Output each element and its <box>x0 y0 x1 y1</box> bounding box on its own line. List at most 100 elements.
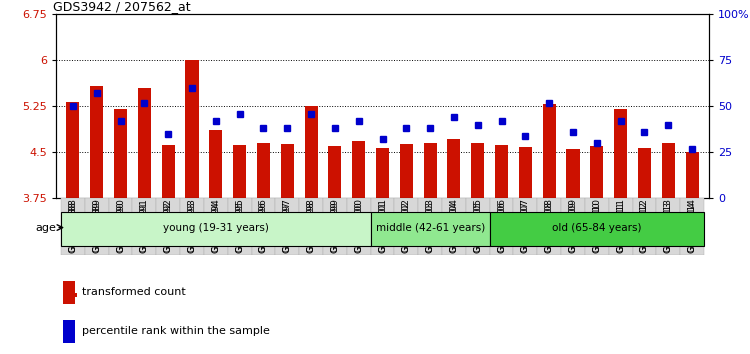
Text: GSM812988: GSM812988 <box>68 201 77 252</box>
Bar <box>566 149 580 198</box>
FancyBboxPatch shape <box>490 212 704 246</box>
Bar <box>61 198 85 255</box>
Text: GDS3942 / 207562_at: GDS3942 / 207562_at <box>53 0 190 13</box>
Text: age: age <box>35 223 56 233</box>
Text: GSM812992: GSM812992 <box>164 201 172 252</box>
Text: GSM812990: GSM812990 <box>116 201 125 252</box>
Text: GSM813000: GSM813000 <box>354 198 363 253</box>
Text: GSM812999: GSM812999 <box>330 198 339 253</box>
Bar <box>90 86 104 198</box>
Text: GSM813006: GSM813006 <box>497 201 506 252</box>
Text: GSM813009: GSM813009 <box>568 201 578 252</box>
Bar <box>471 143 484 198</box>
Text: percentile rank within the sample: percentile rank within the sample <box>82 326 270 336</box>
Text: GSM813013: GSM813013 <box>664 201 673 252</box>
Text: GSM813004: GSM813004 <box>449 201 458 252</box>
Text: GSM813010: GSM813010 <box>592 198 602 253</box>
Text: GSM812989: GSM812989 <box>92 201 101 252</box>
FancyBboxPatch shape <box>370 212 490 246</box>
Bar <box>304 106 317 198</box>
Text: GSM813012: GSM813012 <box>640 198 649 253</box>
Text: GSM812994: GSM812994 <box>211 201 220 252</box>
Bar <box>162 145 175 198</box>
Bar <box>275 198 299 255</box>
Text: GSM812997: GSM812997 <box>283 198 292 253</box>
Text: GSM813000: GSM813000 <box>354 201 363 252</box>
Bar <box>632 198 656 255</box>
Bar <box>394 198 418 255</box>
Text: GSM813004: GSM813004 <box>449 198 458 253</box>
Text: GSM813011: GSM813011 <box>616 198 626 253</box>
Text: GSM813006: GSM813006 <box>497 198 506 253</box>
Bar <box>537 198 561 255</box>
Text: young (19-31 years): young (19-31 years) <box>163 223 268 233</box>
Bar <box>686 152 699 198</box>
Bar <box>519 147 532 198</box>
Bar <box>590 146 603 198</box>
Bar <box>299 198 323 255</box>
Text: GSM812996: GSM812996 <box>259 201 268 252</box>
Text: GSM813003: GSM813003 <box>426 201 435 252</box>
Text: GSM813007: GSM813007 <box>521 198 530 253</box>
Bar <box>370 198 394 255</box>
Text: GSM813002: GSM813002 <box>402 198 411 253</box>
Text: GSM812989: GSM812989 <box>92 198 101 253</box>
Bar <box>138 88 151 198</box>
Text: GSM812993: GSM812993 <box>188 201 196 252</box>
Bar <box>490 198 514 255</box>
Bar <box>85 198 109 255</box>
Bar <box>424 143 436 198</box>
Bar <box>180 198 204 255</box>
Text: GSM812999: GSM812999 <box>330 201 339 252</box>
Bar <box>614 109 627 198</box>
Bar <box>442 198 466 255</box>
Bar <box>680 198 704 255</box>
Bar <box>638 148 651 198</box>
Text: GSM813008: GSM813008 <box>544 201 554 252</box>
Bar <box>448 139 460 198</box>
Text: GSM813002: GSM813002 <box>402 201 411 252</box>
Text: GSM813005: GSM813005 <box>473 198 482 253</box>
Bar <box>543 104 556 198</box>
Bar <box>185 60 199 198</box>
Text: GSM812995: GSM812995 <box>235 198 244 253</box>
Text: GSM812995: GSM812995 <box>235 201 244 252</box>
Bar <box>514 198 537 255</box>
Bar <box>400 144 412 198</box>
Bar <box>209 130 222 198</box>
Bar <box>466 198 490 255</box>
Bar <box>133 198 156 255</box>
Bar <box>251 198 275 255</box>
Text: GSM812994: GSM812994 <box>211 198 220 253</box>
Text: GSM813014: GSM813014 <box>688 201 697 252</box>
Text: GSM813005: GSM813005 <box>473 201 482 252</box>
Text: GSM813001: GSM813001 <box>378 201 387 252</box>
Bar <box>109 198 133 255</box>
Bar <box>204 198 228 255</box>
Text: GSM813001: GSM813001 <box>378 198 387 253</box>
Bar <box>609 198 632 255</box>
Text: middle (42-61 years): middle (42-61 years) <box>376 223 484 233</box>
Bar <box>495 145 508 198</box>
Text: GSM812992: GSM812992 <box>164 198 172 253</box>
Bar <box>662 143 675 198</box>
FancyBboxPatch shape <box>61 212 370 246</box>
Bar <box>346 198 370 255</box>
Text: GSM812998: GSM812998 <box>307 198 316 253</box>
Text: GSM813007: GSM813007 <box>521 201 530 252</box>
Bar <box>63 281 74 304</box>
Bar <box>328 146 341 198</box>
Text: GSM812993: GSM812993 <box>188 198 196 253</box>
Text: GSM812998: GSM812998 <box>307 201 316 252</box>
Bar <box>156 198 180 255</box>
Text: GSM813010: GSM813010 <box>592 201 602 252</box>
Bar <box>233 145 246 198</box>
Bar <box>280 144 294 198</box>
Text: GSM812988: GSM812988 <box>68 198 77 253</box>
Bar <box>63 320 74 343</box>
Text: GSM812997: GSM812997 <box>283 201 292 252</box>
Text: GSM812991: GSM812991 <box>140 201 148 252</box>
Bar <box>257 143 270 198</box>
Text: GSM813009: GSM813009 <box>568 198 578 253</box>
Bar <box>114 109 127 198</box>
